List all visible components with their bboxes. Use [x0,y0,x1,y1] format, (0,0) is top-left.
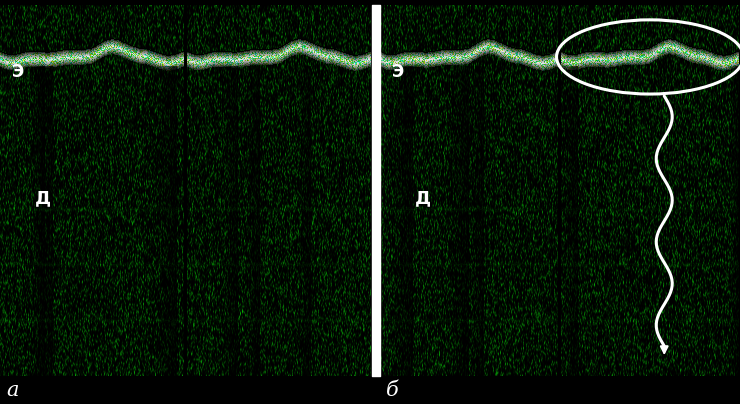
Text: Д: Д [415,189,431,207]
Text: Д: Д [35,189,51,207]
Text: Э: Э [12,63,24,81]
Text: а: а [6,381,18,400]
Text: Э: Э [392,63,404,81]
Text: б: б [386,381,399,400]
